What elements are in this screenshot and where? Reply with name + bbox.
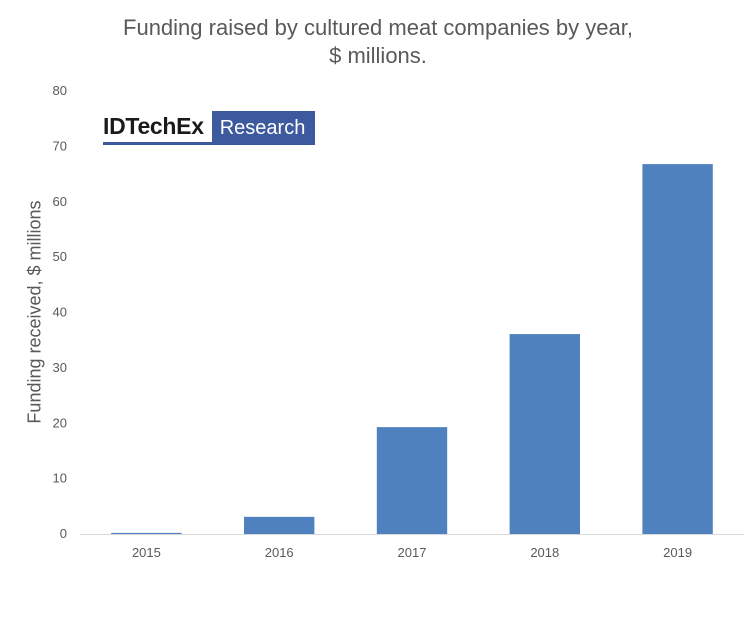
x-tick-label: 2016 bbox=[265, 545, 294, 560]
bar-2017 bbox=[376, 427, 448, 534]
idtechex-logo: IDTechEx Research bbox=[103, 111, 316, 145]
logo-wordmark: IDTechEx bbox=[103, 111, 212, 145]
y-tick-label: 40 bbox=[53, 305, 67, 320]
chart-title: Funding raised by cultured meat companie… bbox=[0, 14, 756, 70]
y-tick-label: 10 bbox=[53, 471, 67, 486]
x-tick-label: 2019 bbox=[663, 545, 692, 560]
x-tick-label: 2017 bbox=[398, 545, 427, 560]
y-tick-label: 60 bbox=[53, 194, 67, 209]
x-tick-label: 2015 bbox=[132, 545, 161, 560]
y-tick-label: 0 bbox=[60, 526, 67, 541]
y-tick-label: 30 bbox=[53, 360, 67, 375]
chart-title-line-1: Funding raised by cultured meat companie… bbox=[123, 15, 633, 40]
bar-2015 bbox=[111, 532, 182, 534]
bar-2018 bbox=[509, 334, 580, 534]
logo-research-badge: Research bbox=[211, 111, 316, 145]
bar-2016 bbox=[244, 516, 315, 534]
x-tick-label: 2018 bbox=[530, 545, 559, 560]
chart-title-line-2: $ millions. bbox=[329, 43, 427, 68]
y-tick-label: 70 bbox=[53, 138, 67, 153]
y-tick-label: 50 bbox=[53, 249, 67, 264]
y-tick-label: 80 bbox=[53, 83, 67, 98]
y-tick-label: 20 bbox=[53, 415, 67, 430]
bar-2019 bbox=[642, 164, 713, 534]
